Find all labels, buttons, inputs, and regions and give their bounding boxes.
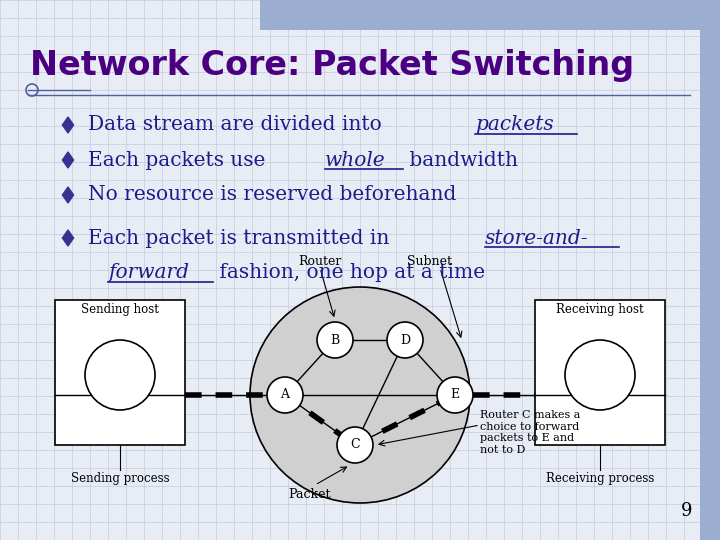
Circle shape [565, 340, 635, 410]
Bar [700, 0, 720, 540]
Text: Packet: Packet [289, 488, 331, 501]
Circle shape [85, 340, 155, 410]
Text: Receiving process: Receiving process [546, 472, 654, 485]
Text: No resource is reserved beforehand: No resource is reserved beforehand [88, 186, 456, 205]
Text: packets: packets [475, 116, 554, 134]
Text: 9: 9 [680, 502, 692, 520]
Text: Router C makes a
choice to forward
packets to E and
not to D: Router C makes a choice to forward packe… [480, 410, 580, 455]
Circle shape [317, 322, 353, 358]
Circle shape [387, 322, 423, 358]
Text: C: C [350, 438, 360, 451]
Text: D: D [400, 334, 410, 347]
Polygon shape [63, 187, 73, 203]
Polygon shape [63, 230, 73, 246]
Text: B: B [330, 334, 340, 347]
Text: Network Core: Packet Switching: Network Core: Packet Switching [30, 49, 634, 82]
Text: E: E [451, 388, 459, 402]
Text: Subnet: Subnet [408, 255, 452, 268]
Text: Sending host: Sending host [81, 303, 159, 316]
Text: fashion, one hop at a time: fashion, one hop at a time [212, 264, 485, 282]
Text: bandwidth: bandwidth [403, 151, 518, 170]
Bar [55, 300, 185, 445]
Ellipse shape [250, 287, 470, 503]
Circle shape [267, 377, 303, 413]
Polygon shape [63, 117, 73, 133]
Text: Sending process: Sending process [71, 472, 169, 485]
Bar [535, 300, 665, 445]
Text: Receiving host: Receiving host [556, 303, 644, 316]
Text: Data stream are divided into: Data stream are divided into [88, 116, 388, 134]
Text: Each packet is transmitted in: Each packet is transmitted in [88, 228, 396, 247]
Polygon shape [63, 152, 73, 168]
Bar [260, 0, 720, 30]
Circle shape [337, 427, 373, 463]
Text: A: A [281, 388, 289, 402]
Text: whole: whole [325, 151, 386, 170]
Text: store-and-: store-and- [485, 228, 588, 247]
Text: forward: forward [108, 264, 189, 282]
Text: Router: Router [298, 255, 342, 268]
Circle shape [437, 377, 473, 413]
Text: Each packets use: Each packets use [88, 151, 271, 170]
